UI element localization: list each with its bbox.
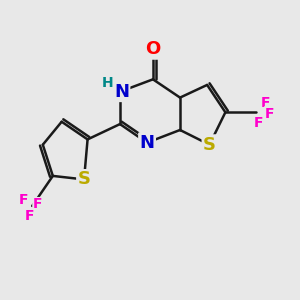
Text: F: F (25, 209, 34, 223)
Text: O: O (145, 40, 160, 58)
Text: N: N (114, 83, 129, 101)
Text: F: F (19, 193, 28, 207)
Text: F: F (265, 107, 274, 121)
Text: N: N (140, 134, 154, 152)
Text: F: F (261, 97, 270, 110)
Text: H: H (102, 76, 113, 91)
Text: F: F (254, 116, 264, 130)
Text: S: S (203, 136, 216, 154)
Text: F: F (33, 197, 42, 212)
Text: S: S (77, 170, 91, 188)
